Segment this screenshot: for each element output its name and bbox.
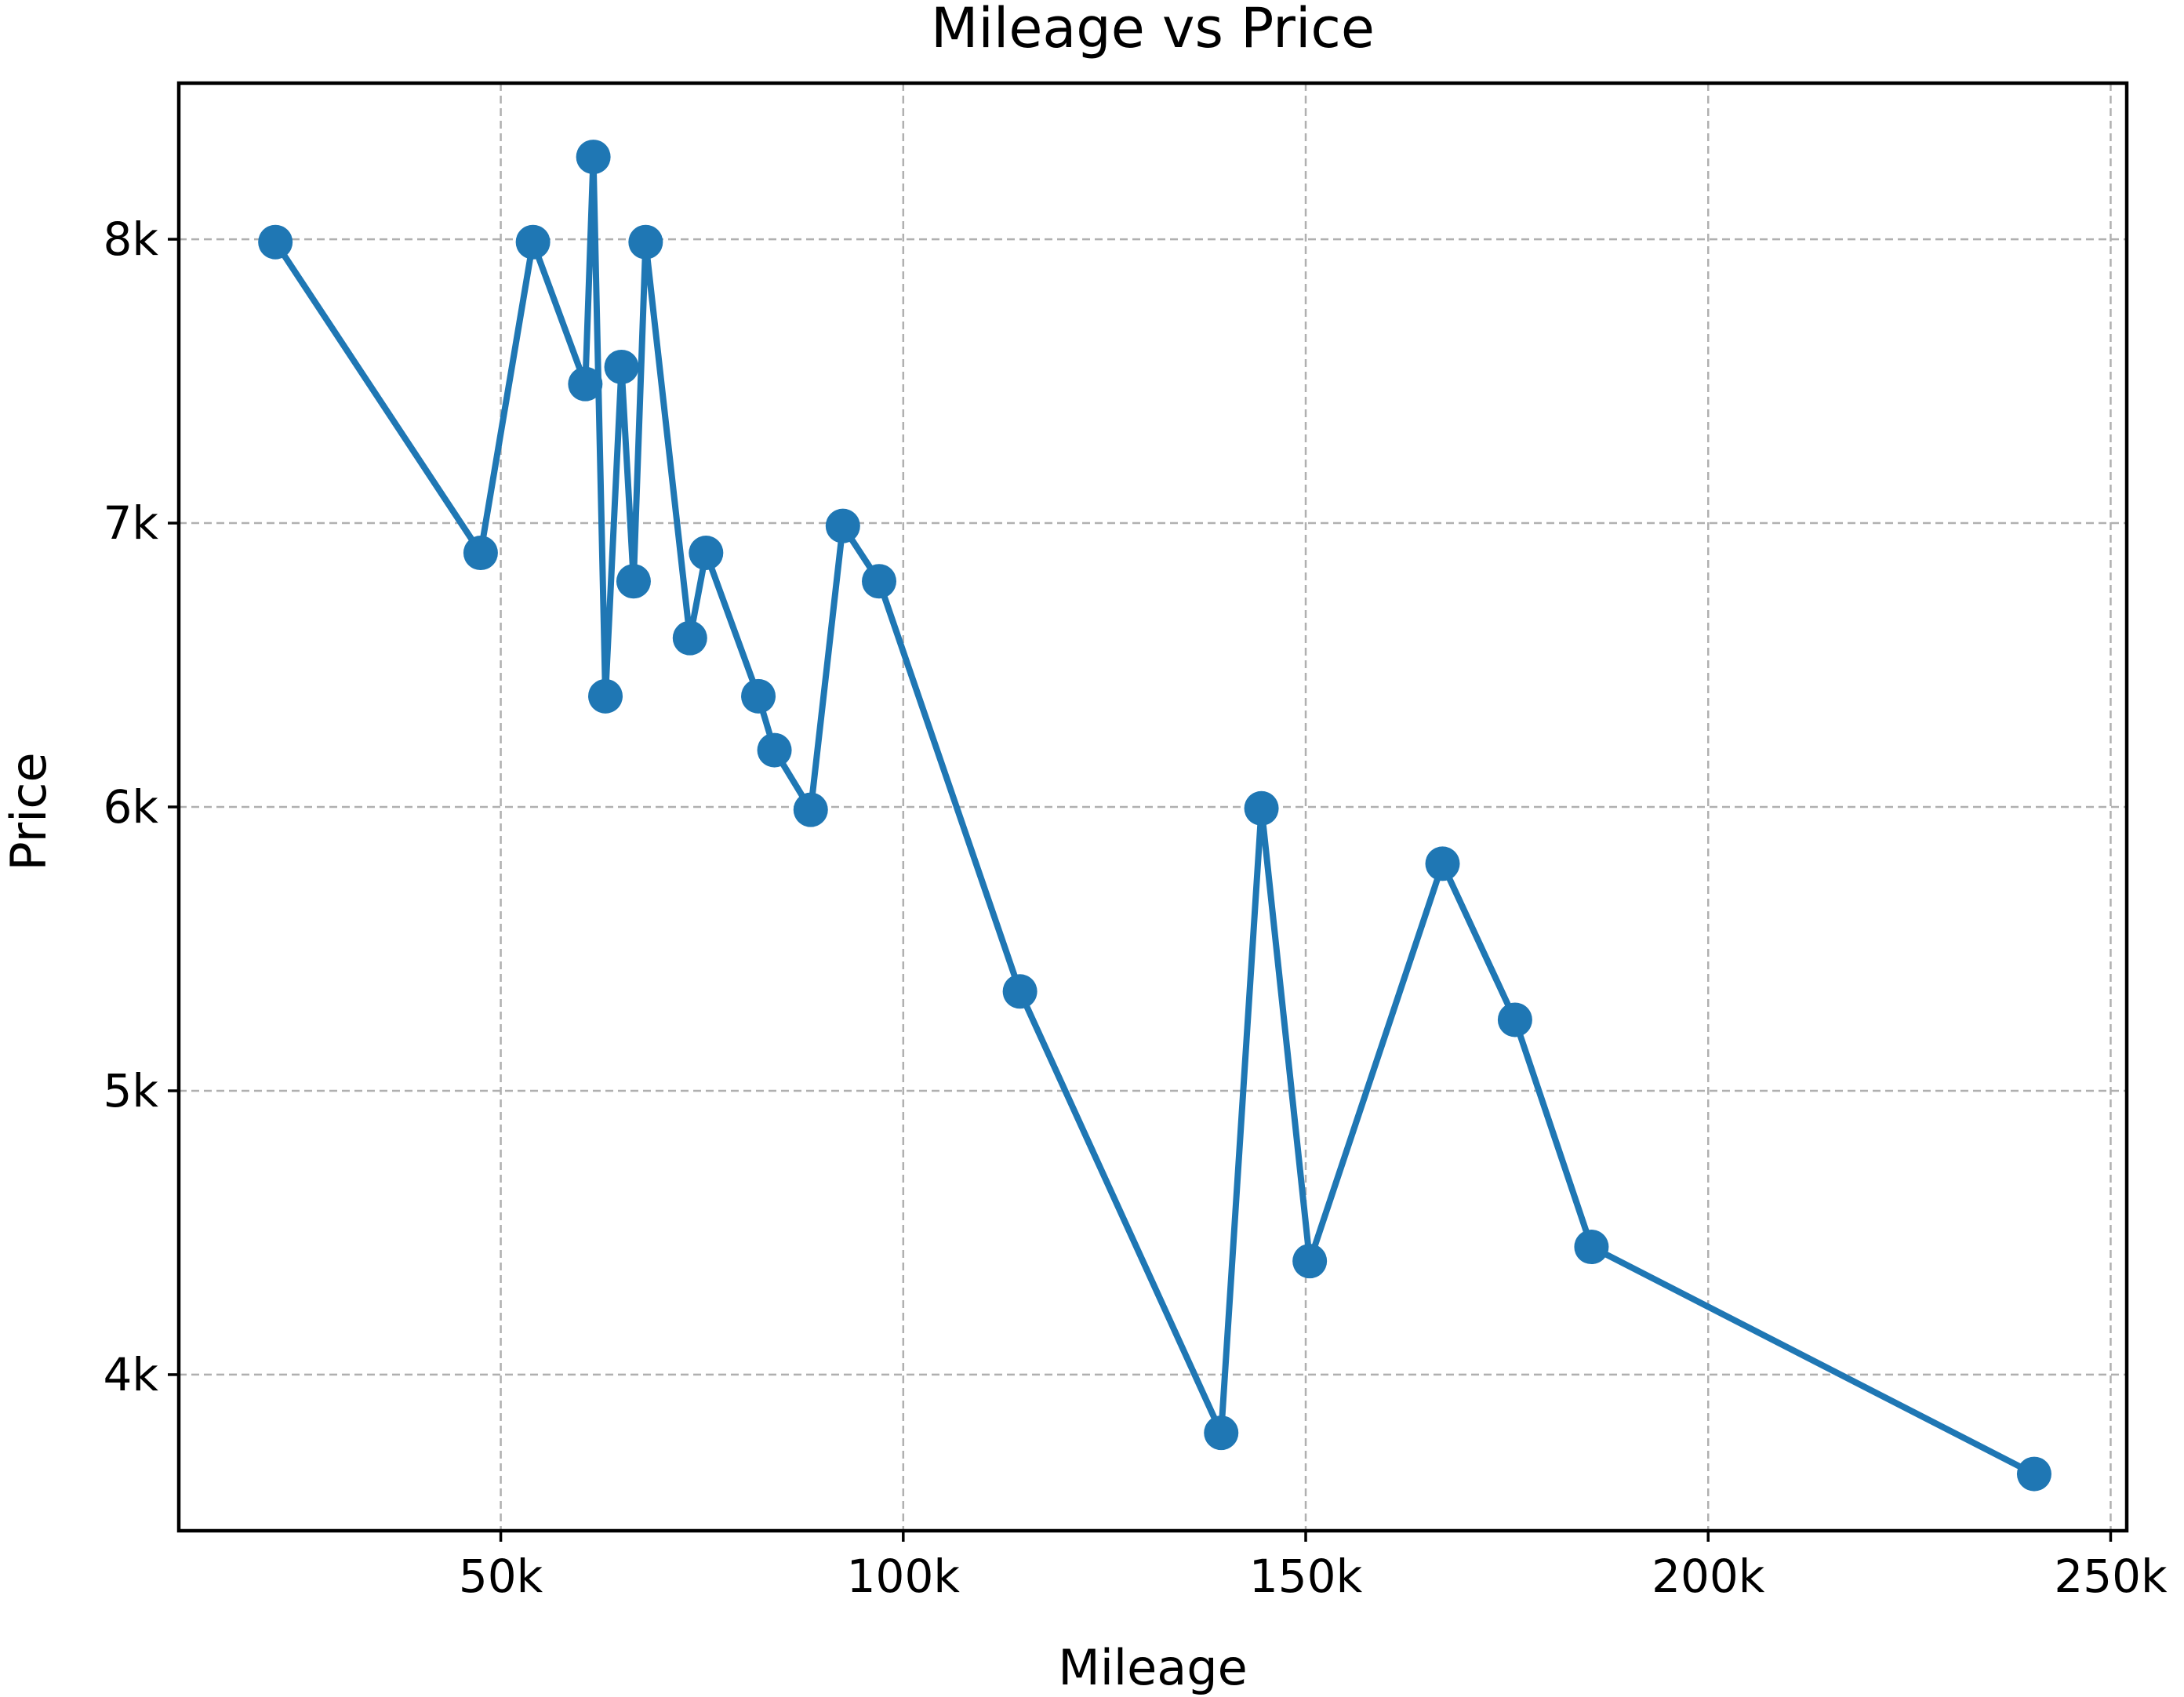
data-point — [258, 224, 293, 260]
data-point — [1204, 1415, 1239, 1451]
data-point — [1497, 1002, 1532, 1037]
x-axis-label: Mileage — [1058, 1639, 1248, 1696]
ticks: 50k 100k 150k 200k 250k 4k 5k 6k 7k 8k — [104, 213, 2168, 1603]
data-point — [2016, 1456, 2051, 1492]
data-point — [825, 508, 860, 543]
series-layer — [258, 140, 2051, 1492]
x-tick-label: 150k — [1249, 1550, 1363, 1603]
data-point — [515, 224, 551, 260]
data-point — [576, 140, 611, 175]
data-point — [628, 224, 663, 260]
data-point — [689, 536, 724, 571]
data-point — [1292, 1244, 1328, 1279]
data-point — [1002, 974, 1037, 1009]
data-point — [1425, 846, 1460, 881]
y-axis-label: Price — [0, 752, 57, 870]
data-point — [588, 678, 623, 714]
data-point — [672, 620, 707, 656]
data-point — [604, 349, 639, 384]
chart-title: Mileage vs Price — [931, 0, 1375, 60]
x-tick-label: 100k — [847, 1550, 961, 1603]
data-point — [616, 564, 651, 599]
data-point — [1574, 1230, 1609, 1265]
x-tick-label: 250k — [2054, 1550, 2168, 1603]
x-tick-label: 200k — [1652, 1550, 1765, 1603]
y-tick-label: 4k — [104, 1348, 159, 1401]
data-point — [1244, 790, 1279, 826]
data-point — [568, 366, 603, 402]
y-tick-label: 7k — [104, 496, 159, 550]
y-tick-label: 6k — [104, 780, 159, 834]
grid — [179, 83, 2127, 1531]
data-point — [741, 678, 776, 714]
x-tick-label: 50k — [459, 1550, 543, 1603]
y-tick-label: 5k — [104, 1064, 159, 1117]
series-line — [272, 154, 2036, 1477]
data-point — [757, 732, 792, 768]
data-point — [862, 564, 897, 599]
data-point — [463, 536, 498, 571]
y-tick-label: 8k — [104, 213, 159, 266]
data-point — [793, 792, 828, 827]
